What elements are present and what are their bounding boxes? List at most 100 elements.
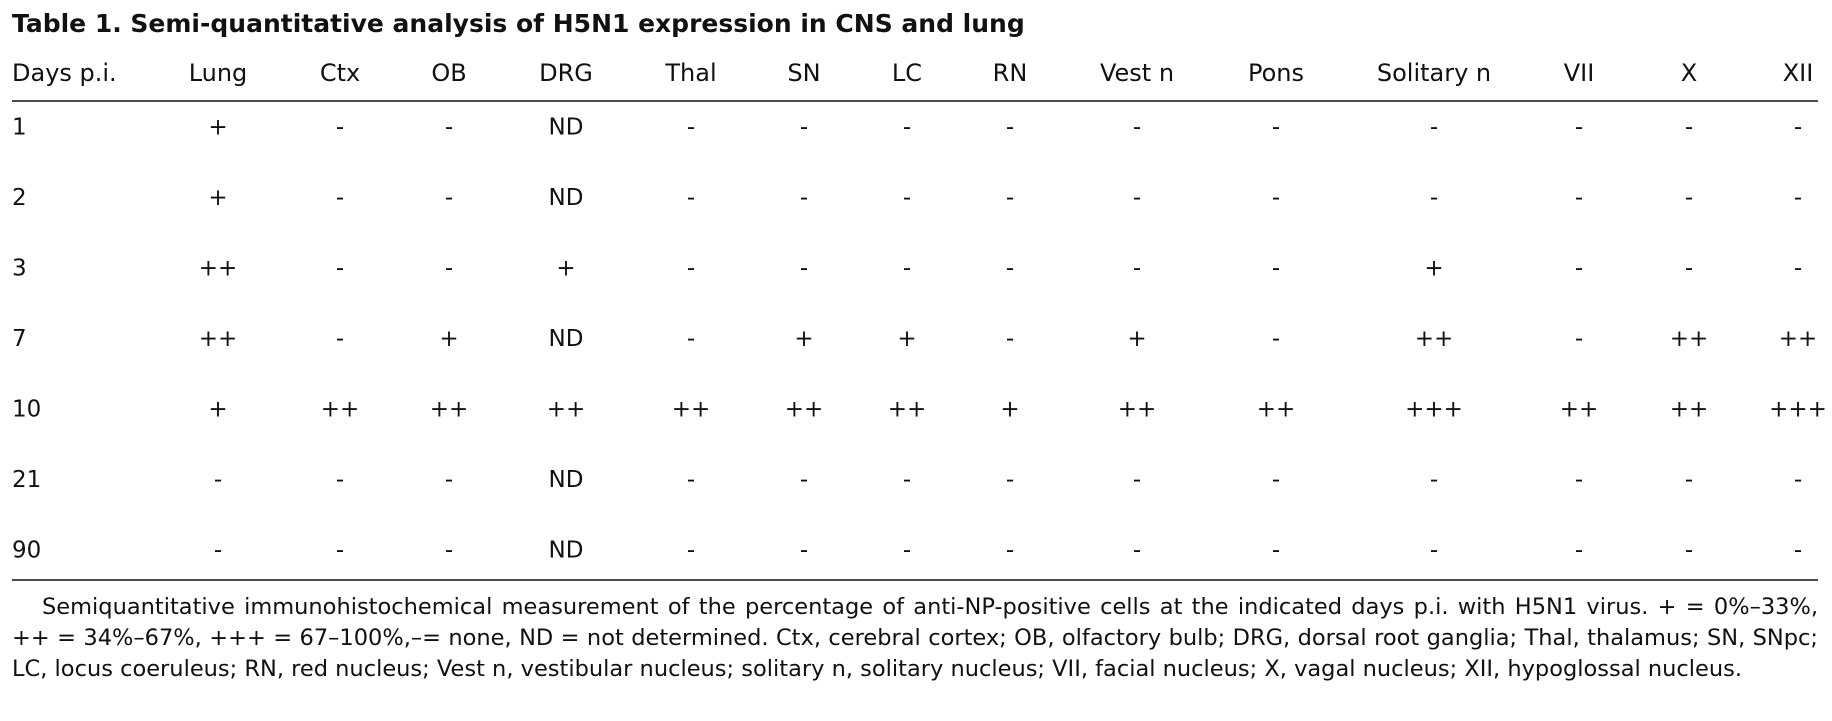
cell: ++ bbox=[1415, 326, 1454, 352]
cell: + bbox=[1000, 397, 1019, 423]
cell: - bbox=[1272, 256, 1280, 282]
column-header: Pons bbox=[1248, 59, 1304, 87]
cell: - bbox=[445, 256, 453, 282]
column-header: X bbox=[1681, 59, 1697, 87]
cell: - bbox=[1006, 115, 1014, 141]
cell: - bbox=[800, 467, 808, 493]
cell: - bbox=[1133, 538, 1141, 564]
column-header: OB bbox=[431, 59, 466, 87]
column-header: Thal bbox=[664, 59, 716, 87]
cell: + bbox=[897, 326, 916, 352]
cell: - bbox=[1794, 256, 1802, 282]
cell: ++ bbox=[199, 326, 238, 352]
cell: ++ bbox=[321, 397, 360, 423]
column-header: DRG bbox=[539, 59, 593, 87]
cell: - bbox=[1006, 467, 1014, 493]
row-label: 21 bbox=[12, 467, 41, 493]
cell: +++ bbox=[1405, 397, 1463, 423]
cell: + bbox=[794, 326, 813, 352]
cell: - bbox=[1575, 326, 1583, 352]
cell: ND bbox=[549, 326, 584, 352]
cell: - bbox=[1575, 467, 1583, 493]
cell: - bbox=[336, 467, 344, 493]
cell: - bbox=[1006, 185, 1014, 211]
row-label: 90 bbox=[12, 538, 41, 564]
cell: - bbox=[1430, 467, 1438, 493]
cell: - bbox=[687, 538, 695, 564]
table-title: Table 1. Semi-quantitative analysis of H… bbox=[12, 9, 1025, 38]
cell: - bbox=[1430, 538, 1438, 564]
footnote: Semiquantitative immunohistochemical mea… bbox=[12, 594, 1818, 682]
cell: + bbox=[556, 256, 575, 282]
cell: - bbox=[903, 467, 911, 493]
cell: - bbox=[1794, 538, 1802, 564]
column-header: RN bbox=[993, 59, 1028, 87]
cell: - bbox=[445, 467, 453, 493]
column-header: Lung bbox=[189, 59, 248, 87]
column-header: VII bbox=[1564, 59, 1595, 87]
cell: - bbox=[1794, 185, 1802, 211]
cell: - bbox=[1575, 115, 1583, 141]
cell: - bbox=[687, 467, 695, 493]
cell: - bbox=[1430, 185, 1438, 211]
cell: - bbox=[1575, 538, 1583, 564]
cell: + bbox=[1127, 326, 1146, 352]
cell: + bbox=[208, 185, 227, 211]
cell: ++ bbox=[1670, 397, 1709, 423]
column-header: Vest n bbox=[1100, 59, 1174, 87]
cell: ++ bbox=[1257, 397, 1296, 423]
cell: - bbox=[1133, 115, 1141, 141]
cell: - bbox=[1006, 256, 1014, 282]
cell: - bbox=[903, 185, 911, 211]
cell: - bbox=[445, 538, 453, 564]
cell: ND bbox=[549, 185, 584, 211]
cell: - bbox=[1006, 326, 1014, 352]
cell: - bbox=[1794, 115, 1802, 141]
column-header: LC bbox=[892, 59, 922, 87]
cell: ++ bbox=[547, 397, 586, 423]
column-header: Solitary n bbox=[1377, 59, 1491, 87]
cell: ++ bbox=[888, 397, 927, 423]
cell: + bbox=[1424, 256, 1443, 282]
cell: - bbox=[800, 185, 808, 211]
cell: - bbox=[445, 185, 453, 211]
row-label: 3 bbox=[12, 256, 27, 282]
cell: ++ bbox=[199, 256, 238, 282]
cell: + bbox=[439, 326, 458, 352]
cell: - bbox=[336, 185, 344, 211]
cell: - bbox=[800, 115, 808, 141]
cell: - bbox=[1685, 256, 1693, 282]
cell: - bbox=[1272, 538, 1280, 564]
cell: - bbox=[1272, 326, 1280, 352]
cell: - bbox=[687, 256, 695, 282]
cell: - bbox=[214, 538, 222, 564]
cell: ++ bbox=[1560, 397, 1599, 423]
cell: - bbox=[1272, 115, 1280, 141]
cell: +++ bbox=[1769, 397, 1827, 423]
cell: ++ bbox=[1118, 397, 1157, 423]
cell: - bbox=[1794, 467, 1802, 493]
cell: - bbox=[1685, 115, 1693, 141]
cell: - bbox=[800, 538, 808, 564]
cell: - bbox=[336, 326, 344, 352]
column-header: SN bbox=[787, 59, 820, 87]
cell: - bbox=[903, 256, 911, 282]
row-label: 10 bbox=[12, 397, 41, 423]
cell: - bbox=[1575, 185, 1583, 211]
cell: - bbox=[687, 185, 695, 211]
cell: ND bbox=[549, 538, 584, 564]
cell: - bbox=[1133, 185, 1141, 211]
row-label: 2 bbox=[12, 185, 27, 211]
cell: - bbox=[336, 256, 344, 282]
cell: - bbox=[1685, 185, 1693, 211]
cell: - bbox=[1133, 256, 1141, 282]
row-label: 1 bbox=[12, 115, 27, 141]
cell: - bbox=[1685, 538, 1693, 564]
cell: ++ bbox=[1779, 326, 1818, 352]
cell: ND bbox=[549, 115, 584, 141]
cell: ++ bbox=[785, 397, 824, 423]
column-header: Days p.i. bbox=[12, 59, 117, 87]
cell: - bbox=[336, 538, 344, 564]
cell: ++ bbox=[430, 397, 469, 423]
